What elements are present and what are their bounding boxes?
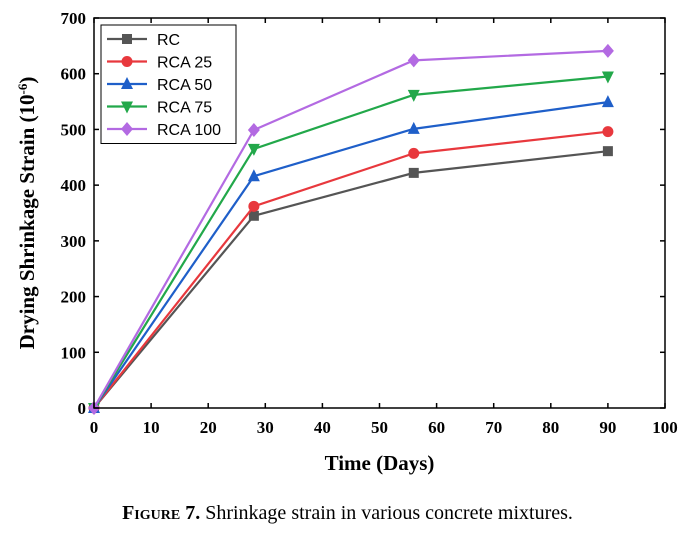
legend-label-rca-100: RCA 100 [157,122,221,139]
y-tick-label: 100 [61,343,87,362]
x-tick-label: 10 [143,418,160,437]
data-point-rca-25 [602,126,614,138]
data-point-rca-100 [601,43,614,58]
y-axis-title: Drying Shrinkage Strain (10-6) [15,77,40,350]
data-point-rca-75 [601,71,614,84]
legend-marker-rca-50 [121,77,133,89]
data-point-rca-50 [601,95,614,108]
data-point-rca-100 [247,122,260,137]
y-axis-title-exponent: -6 [15,83,30,94]
series-rca-100 [88,43,614,415]
legend-marker-rc [122,34,132,44]
y-tick-label: 700 [61,9,87,28]
data-point-rc [602,146,613,157]
axes-layer: 0 10 20 30 40 50 60 70 80 90 100 0 100 200 300 400 500 60… [61,9,678,437]
x-tick-label: 90 [599,418,616,437]
y-tick-label: 400 [61,176,87,195]
y-tick-label: 300 [61,232,87,251]
figure-caption-label: Figure 7. [122,502,201,524]
data-point-rca-75 [407,89,420,102]
legend-label-rca-50: RCA 50 [157,77,212,94]
x-tick-label: 20 [200,418,217,437]
legend-label-rc: RC [157,32,180,49]
x-tick-label: 50 [371,418,388,437]
x-tick-label: 30 [257,418,274,437]
legend: RC RCA 25 RCA 50 RCA 75 RCA 100 [100,24,237,144]
series-line-rca-50 [93,101,609,409]
x-tick-label: 100 [652,418,678,437]
legend-label-rca-75: RCA 75 [157,100,212,117]
y-tick-label: 500 [61,120,87,139]
series-line-rca-75 [93,75,609,409]
legend-marker-rca-25 [121,56,133,67]
x-tick-label: 0 [90,418,99,437]
legend-marker-rca-75 [121,101,133,114]
y-tick-label: 200 [61,288,87,307]
y-axis-title-main: Drying Shrinkage Strain (10 [15,94,39,349]
y-tick-label: 600 [61,65,87,84]
figure-caption-text: Shrinkage strain in various concrete mix… [205,502,573,524]
series-rca-25 [88,126,614,414]
legend-label-rca-25: RCA 25 [157,55,212,72]
data-point-rca-25 [248,200,260,212]
x-tick-label: 60 [428,418,445,437]
series-line-rca-25 [93,130,609,409]
legend-marker-rca-100 [121,122,133,136]
figure-caption: Figure 7. Shrinkage strain in various co… [0,502,695,525]
data-point-rc [248,210,259,221]
y-tick-label: 0 [78,399,87,418]
data-point-rc [408,167,419,178]
data-point-rca-50 [407,121,420,134]
data-point-rca-50 [247,169,260,182]
x-tick-label: 70 [485,418,502,437]
data-point-rca-75 [247,143,260,156]
series-line-rc [93,150,609,409]
data-point-rca-25 [408,147,420,159]
series-line-rca-100 [93,49,608,409]
data-point-rca-100 [407,53,420,68]
x-axis-title: Time (Days) [325,451,435,475]
x-tick-label: 80 [542,418,559,437]
x-tick-label: 40 [314,418,331,437]
y-axis-title-close: ) [15,77,39,84]
drying-shrinkage-chart: 0 10 20 30 40 50 60 70 80 90 100 0 100 200 300 400 500 60… [15,9,678,475]
